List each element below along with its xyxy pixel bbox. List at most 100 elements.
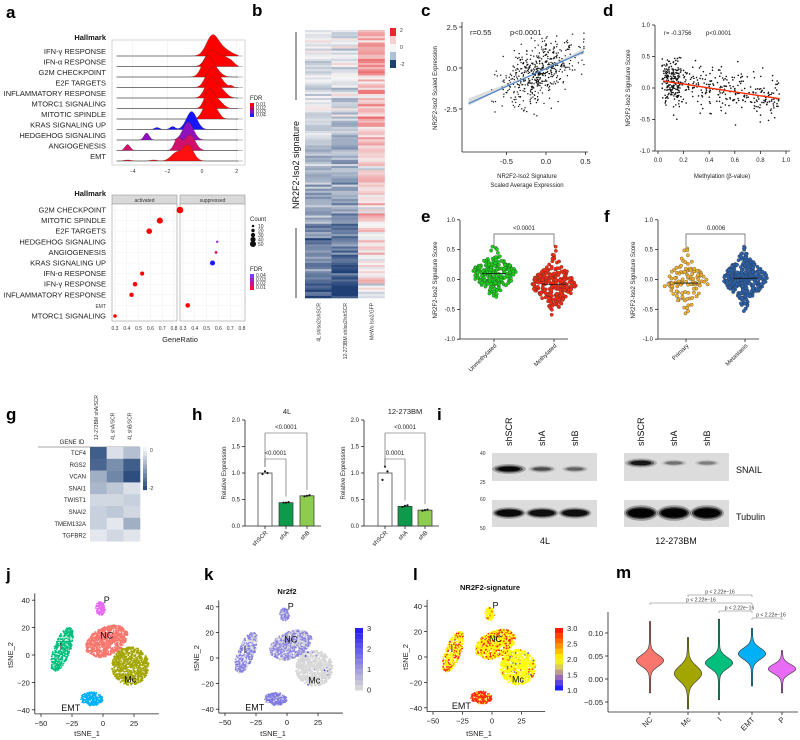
- d-data-point: [667, 74, 669, 77]
- j-cell-point: [142, 666, 145, 669]
- d-data-point: [672, 87, 674, 90]
- dot-point: [113, 314, 117, 318]
- d-data-point: [729, 98, 732, 100]
- d-data-point: [705, 87, 707, 90]
- heatmap-b-cell: [331, 188, 359, 192]
- e-xtick-label: Methylated: [533, 343, 558, 368]
- d-data-point: [744, 100, 747, 103]
- c-data-point: [546, 36, 548, 38]
- heatmap-b-cell: [358, 71, 385, 74]
- d-ylabel: NR2F2-Iso2 Signature Score: [626, 49, 632, 127]
- heatmap-b-legend-swatch: [390, 52, 396, 60]
- d-data-point: [668, 66, 671, 68]
- d-xlabel: Methylation (β-value): [694, 174, 750, 180]
- c-data-point: [544, 75, 547, 77]
- j-cell-point: [138, 660, 141, 663]
- d-data-point: [670, 89, 673, 91]
- c-data-point: [537, 84, 540, 86]
- f-data-point: [750, 286, 755, 291]
- c-data-point: [526, 83, 529, 85]
- c-data-point: [532, 63, 534, 65]
- heatmap-b-cell: [305, 186, 332, 190]
- j-cell-point: [145, 661, 148, 664]
- c-data-point: [521, 58, 523, 61]
- d-data-point: [777, 82, 780, 84]
- d-xtick-label: 0.8: [756, 158, 765, 164]
- j-cell-point: [111, 668, 114, 671]
- heatmap-b-cell: [358, 295, 385, 299]
- c-data-point: [559, 68, 561, 71]
- c-data-point: [531, 78, 533, 81]
- j-cell-point: [124, 666, 126, 669]
- f-data-point: [677, 271, 682, 276]
- heatmap-b-cell: [305, 161, 332, 165]
- j-cell-point: [137, 669, 140, 672]
- f-data-point: [699, 272, 703, 277]
- j-cell-point: [89, 636, 92, 639]
- c-data-point: [531, 62, 533, 65]
- d-data-point: [720, 65, 723, 68]
- ridge-xtick-label: −2: [165, 169, 171, 175]
- fdr-legend-label: 0.02: [256, 106, 266, 112]
- e-data-point: [495, 251, 500, 255]
- j-cell-point: [117, 626, 120, 629]
- f-data-point: [679, 263, 683, 268]
- d-data-point: [664, 102, 666, 104]
- d-data-point: [701, 91, 704, 94]
- c-data-point: [537, 57, 540, 59]
- d-data-point: [769, 109, 772, 112]
- heatmap-b-cell: [358, 38, 385, 41]
- heatmap-b-cell: [331, 291, 359, 295]
- j-cell-point: [67, 638, 70, 640]
- heatmap-g-legend-swatch: [143, 472, 147, 478]
- c-data-point: [517, 105, 520, 108]
- heatmap-b-cell: [331, 91, 359, 95]
- count-legend-label: 50: [258, 242, 264, 248]
- heatmap-b-cell: [358, 190, 385, 194]
- heatmap-b-cell: [331, 52, 359, 56]
- j-cell-point: [91, 638, 93, 640]
- d-data-point: [661, 65, 663, 67]
- j-cell-point: [136, 649, 139, 652]
- c-data-point: [536, 99, 539, 102]
- c-data-point: [512, 65, 514, 67]
- c-data-point: [540, 87, 543, 89]
- j-cell-point: [88, 638, 91, 640]
- d-data-point: [777, 105, 779, 108]
- c-data-point: [502, 80, 504, 82]
- d-ytick-label: 0.0: [642, 86, 651, 92]
- c-data-point: [510, 78, 512, 80]
- heatmap-g-cell: [90, 458, 107, 471]
- c-data-point: [553, 46, 555, 48]
- d-data-point: [721, 77, 724, 79]
- d-data-point: [676, 75, 679, 77]
- c-data-point: [526, 61, 528, 63]
- dot-xtick-label: 0.5: [203, 326, 210, 332]
- c-data-point: [541, 37, 543, 40]
- d-data-point: [678, 91, 681, 94]
- heatmap-b-cell: [305, 271, 332, 274]
- c-data-point: [574, 69, 576, 71]
- c-data-point: [502, 88, 504, 91]
- d-data-point: [673, 73, 676, 75]
- c-annotation-p: p<0.0001: [510, 28, 542, 37]
- c-data-point: [493, 73, 496, 76]
- d-data-point: [759, 87, 762, 90]
- d-data-point: [748, 91, 750, 94]
- c-data-point: [512, 70, 514, 72]
- heatmap-b-cell: [305, 42, 332, 45]
- heatmap-b-cell: [331, 83, 359, 86]
- j-cell-point: [127, 659, 130, 662]
- heatmap-b-cell: [358, 205, 385, 208]
- d-data-point: [679, 56, 682, 59]
- c-data-point: [513, 92, 515, 94]
- e-data-point: [498, 254, 502, 259]
- c-data-point: [530, 97, 532, 99]
- d-data-point: [675, 79, 678, 82]
- heatmap-b-cell: [331, 203, 359, 206]
- d-data-point: [697, 95, 700, 97]
- heatmap-b-cell: [358, 126, 385, 130]
- j-cell-point: [136, 662, 139, 664]
- f-data-point: [702, 279, 707, 284]
- c-data-point: [518, 56, 520, 59]
